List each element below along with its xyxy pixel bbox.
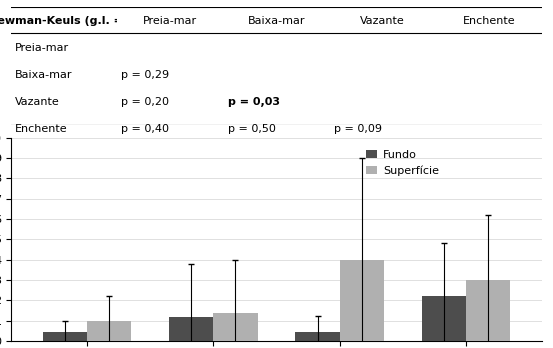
Bar (340, 260, 384, 341)
Bar (213, 313, 258, 341)
Legend: Fundo, Superfície: Fundo, Superfície (362, 145, 444, 180)
Bar (43, 332, 87, 341)
Bar (87, 321, 131, 341)
Bar (422, 296, 466, 341)
Bar (169, 317, 213, 341)
Bar (295, 332, 340, 341)
Bar (466, 280, 510, 341)
